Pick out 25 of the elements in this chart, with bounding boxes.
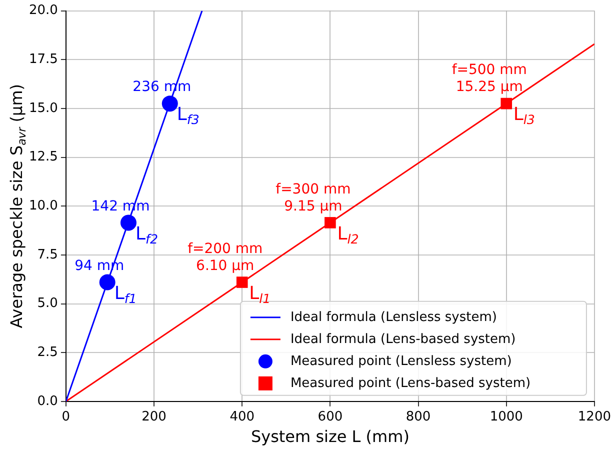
x-axis-title: System size L (mm)	[250, 427, 410, 446]
x-tick-label: 200	[142, 410, 166, 425]
x-tick-label: 1000	[490, 410, 523, 425]
legend-label: Ideal formula (Lensless system)	[290, 310, 497, 325]
y-tick-label: 17.5	[28, 52, 58, 67]
y-tick-label: 2.5	[37, 344, 58, 360]
y-tick-label: 7.5	[37, 247, 58, 262]
y-tick-label: 12.5	[28, 150, 58, 165]
y-tick-label: 5.0	[37, 296, 58, 312]
x-tick-label: 400	[230, 410, 255, 425]
x-tick-label: 0	[62, 410, 70, 425]
x-tick-label: 800	[406, 410, 431, 425]
y-tick-label: 20.0	[28, 3, 58, 18]
legend-label: Measured point (Lens-based system)	[290, 376, 531, 391]
legend-label: Measured point (Lensless system)	[290, 354, 512, 369]
y-axis-title: Average speckle size Savr (µm)	[7, 84, 29, 328]
y-tick-label: 10.0	[28, 198, 58, 214]
x-tick-label: 1200	[578, 410, 612, 425]
legend-label: Ideal formula (Lens-based system)	[290, 332, 516, 347]
y-tick-label: 0.0	[37, 394, 58, 409]
y-tick-label: 15.0	[28, 100, 58, 116]
x-tick-label: 600	[318, 410, 343, 425]
annotation: f=200 mm 6.10 µm	[188, 240, 263, 274]
annotation: f=500 mm 15.25 µm	[452, 62, 527, 96]
annotation: f=300 mm 9.15 µm	[276, 181, 351, 214]
